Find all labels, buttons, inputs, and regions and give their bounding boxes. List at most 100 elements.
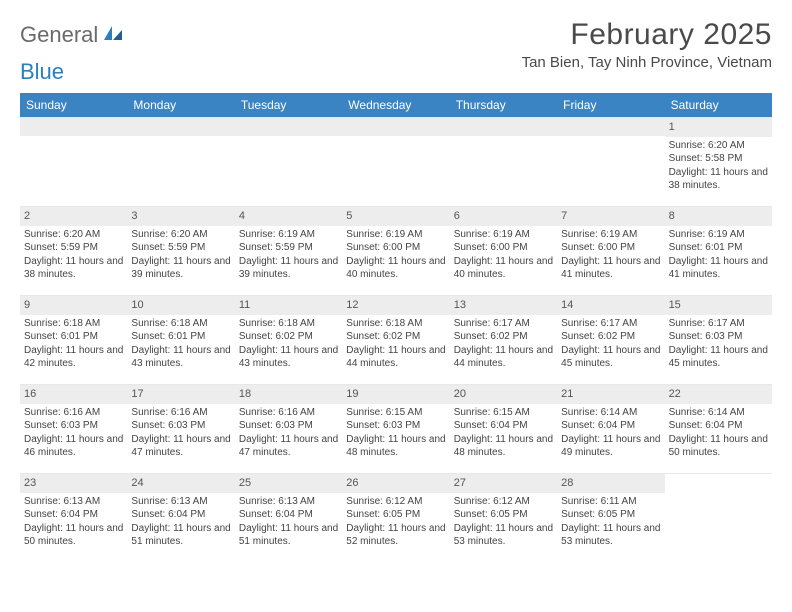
day-cell: 27Sunrise: 6:12 AMSunset: 6:05 PMDayligh… [450,474,557,562]
calendar-page: General February 2025 Tan Bien, Tay Ninh… [0,0,792,572]
day-info: Sunrise: 6:18 AMSunset: 6:02 PMDaylight:… [239,317,338,371]
sunrise-line: Sunrise: 6:20 AM [669,139,768,153]
empty-day-cell [127,118,234,206]
day-cell: 10Sunrise: 6:18 AMSunset: 6:01 PMDayligh… [127,296,234,384]
daylight-line: Daylight: 11 hours and 52 minutes. [346,522,445,549]
day-cell: 15Sunrise: 6:17 AMSunset: 6:03 PMDayligh… [665,296,772,384]
day-info: Sunrise: 6:12 AMSunset: 6:05 PMDaylight:… [454,495,553,549]
day-info: Sunrise: 6:17 AMSunset: 6:02 PMDaylight:… [561,317,660,371]
sunrise-line: Sunrise: 6:12 AM [346,495,445,509]
day-number: 8 [665,207,772,226]
daylight-line: Daylight: 11 hours and 53 minutes. [561,522,660,549]
daylight-line: Daylight: 11 hours and 50 minutes. [24,522,123,549]
day-cell: 5Sunrise: 6:19 AMSunset: 6:00 PMDaylight… [342,207,449,295]
day-cell: 8Sunrise: 6:19 AMSunset: 6:01 PMDaylight… [665,207,772,295]
sunset-line: Sunset: 6:04 PM [669,419,768,433]
sunrise-line: Sunrise: 6:16 AM [24,406,123,420]
sunset-line: Sunset: 5:59 PM [24,241,123,255]
day-cell: 2Sunrise: 6:20 AMSunset: 5:59 PMDaylight… [20,207,127,295]
daylight-line: Daylight: 11 hours and 43 minutes. [131,344,230,371]
day-info: Sunrise: 6:16 AMSunset: 6:03 PMDaylight:… [239,406,338,460]
dow-cell: Monday [127,93,234,117]
dow-cell: Sunday [20,93,127,117]
logo: General [20,18,124,48]
sunset-line: Sunset: 6:02 PM [239,330,338,344]
daylight-line: Daylight: 11 hours and 45 minutes. [669,344,768,371]
day-cell: 25Sunrise: 6:13 AMSunset: 6:04 PMDayligh… [235,474,342,562]
sunset-line: Sunset: 6:00 PM [561,241,660,255]
week-row: 23Sunrise: 6:13 AMSunset: 6:04 PMDayligh… [20,473,772,562]
day-number: 14 [557,296,664,315]
month-title: February 2025 [522,18,772,52]
dow-cell: Wednesday [342,93,449,117]
sunrise-line: Sunrise: 6:12 AM [454,495,553,509]
day-number: 26 [342,474,449,493]
day-number: 4 [235,207,342,226]
day-cell: 13Sunrise: 6:17 AMSunset: 6:02 PMDayligh… [450,296,557,384]
empty-band [127,118,234,136]
daylight-line: Daylight: 11 hours and 48 minutes. [454,433,553,460]
day-info: Sunrise: 6:16 AMSunset: 6:03 PMDaylight:… [131,406,230,460]
dow-cell: Tuesday [235,93,342,117]
day-cell: 23Sunrise: 6:13 AMSunset: 6:04 PMDayligh… [20,474,127,562]
sunrise-line: Sunrise: 6:19 AM [561,228,660,242]
day-cell: 11Sunrise: 6:18 AMSunset: 6:02 PMDayligh… [235,296,342,384]
day-cell: 19Sunrise: 6:15 AMSunset: 6:03 PMDayligh… [342,385,449,473]
sunset-line: Sunset: 6:00 PM [454,241,553,255]
calendar-grid: SundayMondayTuesdayWednesdayThursdayFrid… [20,93,772,562]
sunset-line: Sunset: 5:59 PM [239,241,338,255]
day-info: Sunrise: 6:19 AMSunset: 6:00 PMDaylight:… [454,228,553,282]
day-info: Sunrise: 6:20 AMSunset: 5:59 PMDaylight:… [131,228,230,282]
day-info: Sunrise: 6:19 AMSunset: 6:00 PMDaylight:… [346,228,445,282]
day-cell: 6Sunrise: 6:19 AMSunset: 6:00 PMDaylight… [450,207,557,295]
sunset-line: Sunset: 5:58 PM [669,152,768,166]
daylight-line: Daylight: 11 hours and 48 minutes. [346,433,445,460]
day-cell: 26 Sunrise: 6:12 AMSunset: 6:05 PMDayligh… [342,474,449,562]
daylight-line: Daylight: 11 hours and 53 minutes. [454,522,553,549]
sunset-line: Sunset: 6:02 PM [454,330,553,344]
day-cell: 21Sunrise: 6:14 AMSunset: 6:04 PMDayligh… [557,385,664,473]
day-info: Sunrise: 6:14 AMSunset: 6:04 PMDaylight:… [561,406,660,460]
daylight-line: Daylight: 11 hours and 41 minutes. [669,255,768,282]
day-info: Sunrise: 6:13 AMSunset: 6:04 PMDaylight:… [24,495,123,549]
sunset-line: Sunset: 6:04 PM [454,419,553,433]
day-number: 3 [127,207,234,226]
empty-day-cell [665,474,772,562]
sunset-line: Sunset: 6:02 PM [346,330,445,344]
sunset-line: Sunset: 6:02 PM [561,330,660,344]
week-row: 9Sunrise: 6:18 AMSunset: 6:01 PMDaylight… [20,295,772,384]
week-row: 16Sunrise: 6:16 AMSunset: 6:03 PMDayligh… [20,384,772,473]
day-number: 9 [20,296,127,315]
daylight-line: Daylight: 11 hours and 38 minutes. [24,255,123,282]
sunset-line: Sunset: 6:05 PM [346,508,445,522]
daylight-line: Daylight: 11 hours and 51 minutes. [131,522,230,549]
day-info: Sunrise: 6:19 AMSunset: 6:00 PMDaylight:… [561,228,660,282]
day-cell: 4Sunrise: 6:19 AMSunset: 5:59 PMDaylight… [235,207,342,295]
day-info: Sunrise: 6:12 AMSunset: 6:05 PMDaylight:… [346,495,445,549]
daylight-line: Daylight: 11 hours and 47 minutes. [239,433,338,460]
empty-day-cell [450,118,557,206]
daylight-line: Daylight: 11 hours and 46 minutes. [24,433,123,460]
day-number: 19 [342,385,449,404]
day-info: Sunrise: 6:11 AMSunset: 6:05 PMDaylight:… [561,495,660,549]
empty-band [557,118,664,136]
sunrise-line: Sunrise: 6:14 AM [669,406,768,420]
logo-sail-icon [102,22,124,48]
daylight-line: Daylight: 11 hours and 47 minutes. [131,433,230,460]
day-info: Sunrise: 6:20 AMSunset: 5:58 PMDaylight:… [669,139,768,193]
daylight-line: Daylight: 11 hours and 39 minutes. [131,255,230,282]
daylight-line: Daylight: 11 hours and 49 minutes. [561,433,660,460]
location-line: Tan Bien, Tay Ninh Province, Vietnam [522,54,772,71]
day-cell: 28Sunrise: 6:11 AMSunset: 6:05 PMDayligh… [557,474,664,562]
empty-band [342,118,449,136]
sunrise-line: Sunrise: 6:18 AM [131,317,230,331]
day-cell: 12Sunrise: 6:18 AMSunset: 6:02 PMDayligh… [342,296,449,384]
daylight-line: Daylight: 11 hours and 44 minutes. [454,344,553,371]
dow-cell: Friday [557,93,664,117]
day-number: 22 [665,385,772,404]
day-number: 12 [342,296,449,315]
sunset-line: Sunset: 6:03 PM [346,419,445,433]
day-info: Sunrise: 6:13 AMSunset: 6:04 PMDaylight:… [239,495,338,549]
day-number: 20 [450,385,557,404]
daylight-line: Daylight: 11 hours and 39 minutes. [239,255,338,282]
